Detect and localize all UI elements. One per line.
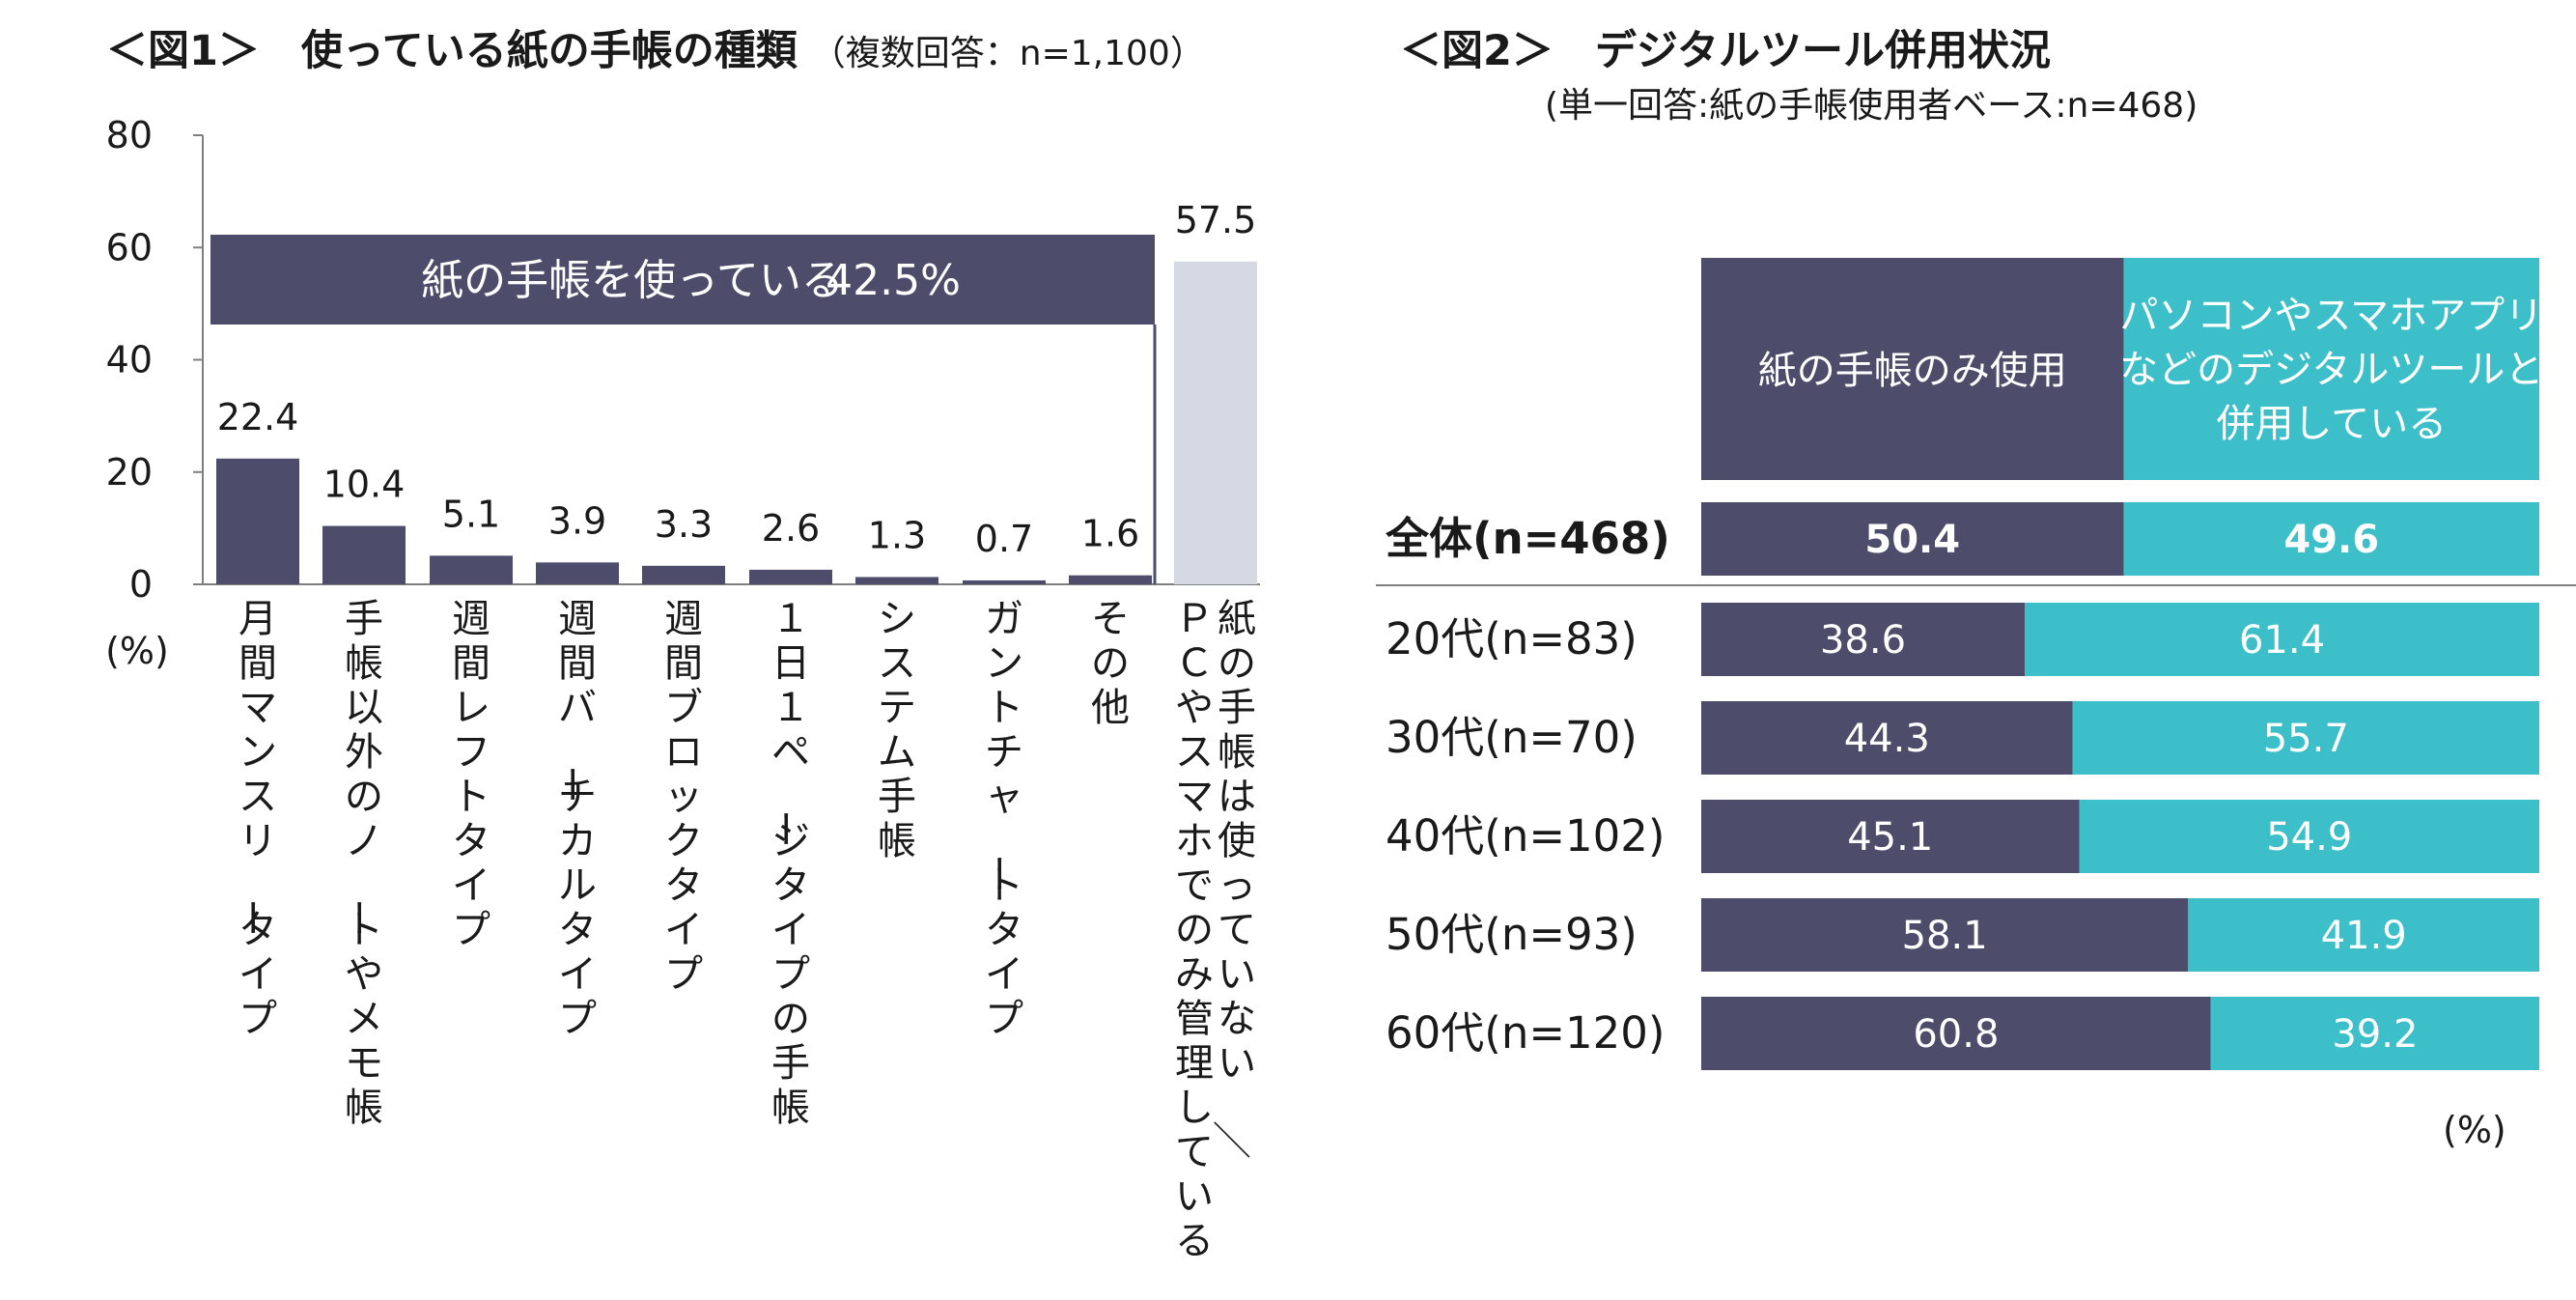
figure1-title-main: ＜図1＞ 使っている紙の手帳の種類	[106, 27, 798, 75]
bar-segment-digital-combined	[2123, 502, 2539, 576]
bar-value-label: 0.7	[975, 518, 1033, 560]
bar	[1174, 261, 1257, 584]
bar-value-label: 10.4	[323, 464, 406, 506]
category-label: 週間バーチカルタイプ	[548, 597, 597, 1041]
bar-value-label: 1.6	[1081, 513, 1139, 555]
bar	[216, 458, 299, 584]
bar-value-label: 55.7	[2263, 717, 2349, 761]
y-tick-label: 20	[106, 451, 153, 494]
figure1-title: ＜図1＞ 使っている紙の手帳の種類 （複数回答：n=1,100）	[106, 17, 1205, 77]
bar-value-label: 38.6	[1820, 618, 1906, 663]
row-label: 30代(n=70)	[1386, 712, 1638, 763]
bar-value-label: 1.3	[868, 514, 926, 556]
banner-text: 紙の手帳を使っている	[421, 256, 844, 305]
legend-label-paper-only: 紙の手帳のみ使用	[1758, 349, 2067, 393]
row-label: 40代(n=102)	[1386, 810, 1666, 862]
bar-segment-paper-only	[1701, 502, 2124, 576]
category-label: 週間ブロックタイプ	[664, 597, 703, 997]
legend-label-digital-combined: 併用している	[2216, 402, 2447, 446]
bar-segment-paper-only	[1701, 603, 2026, 676]
bar	[855, 577, 938, 584]
row-label: 50代(n=93)	[1386, 909, 1638, 960]
bar-segment-paper-only	[1701, 701, 2073, 775]
legend-label-digital-combined: パソコンやスマホアプリ	[2119, 294, 2543, 338]
bar-value-label: 3.3	[655, 503, 713, 546]
bar-segment-paper-only	[1701, 800, 2080, 873]
chart2-unit-label: (%)	[2443, 1109, 2506, 1151]
figure1-title-note: （複数回答：n=1,100）	[810, 34, 1205, 73]
category-label: ガントチャートタイプ	[975, 597, 1023, 1041]
banner-box	[210, 235, 1155, 325]
y-tick-label: 80	[106, 114, 153, 156]
bar-value-label: 58.1	[1902, 914, 1988, 958]
bar	[430, 555, 513, 584]
category-label: その他	[1091, 597, 1130, 730]
bar-value-label: 57.5	[1175, 199, 1257, 241]
legend-label-digital-combined: などのデジタルツールと	[2119, 348, 2543, 392]
bar-value-label: 2.6	[762, 507, 820, 550]
category-label: 手帳以外のノートやメモ帳	[335, 597, 383, 1130]
y-tick-label: 0	[129, 563, 153, 606]
legend-box-paper-only	[1701, 258, 2124, 480]
category-label: 月間マンスリータイプ	[229, 597, 277, 1041]
figure2-title: ＜図2＞ デジタルツール併用状況	[1400, 27, 2052, 75]
bar-segment-paper-only	[1701, 898, 2189, 972]
category-label: システム手帳	[878, 597, 916, 863]
category-label: １日１ページタイプの手帳	[762, 597, 810, 1130]
y-tick-label: 60	[106, 226, 153, 268]
unit-label: (%)	[105, 630, 169, 672]
bar-value-label: 41.9	[2321, 914, 2407, 958]
bar	[963, 579, 1046, 584]
bar-value-label: 3.9	[548, 499, 606, 542]
bar-value-label: 60.8	[1913, 1012, 1999, 1057]
bar-value-label: 49.6	[2283, 518, 2379, 562]
row-label: 20代(n=83)	[1386, 613, 1638, 664]
bar	[642, 565, 725, 584]
bar	[322, 525, 406, 584]
bar-value-label: 5.1	[442, 493, 500, 535]
category-label: 紙の手帳は使っていない／ＰＣやスマホでのみ管理している	[1175, 597, 1256, 1263]
bar-segment-digital-combined	[2072, 701, 2539, 775]
y-tick-label: 40	[106, 339, 153, 382]
bar-segment-digital-combined	[2210, 997, 2539, 1070]
bar-segment-digital-combined	[2188, 898, 2539, 972]
bar-segment-paper-only	[1701, 997, 2211, 1070]
bar-value-label: 39.2	[2332, 1012, 2418, 1057]
bar	[1069, 575, 1152, 584]
bar-value-label: 44.3	[1844, 717, 1930, 761]
bar-value-label: 50.4	[1864, 518, 1960, 562]
bar-segment-digital-combined	[2079, 800, 2539, 873]
bar	[749, 569, 832, 584]
category-label: 週間レフトタイプ	[452, 597, 490, 952]
legend-box-digital-combined	[2123, 258, 2539, 480]
bar-value-label: 61.4	[2239, 618, 2325, 663]
bar-value-label: 54.9	[2266, 815, 2352, 860]
bar-value-label: 45.1	[1847, 815, 1933, 860]
bar-segment-digital-combined	[2025, 603, 2539, 676]
row-label: 全体(n=468)	[1385, 513, 1670, 564]
bar-value-label: 22.4	[217, 396, 299, 438]
banner-value: 42.5%	[826, 256, 961, 305]
bar	[536, 562, 619, 584]
figure2-subtitle: (単一回答:紙の手帳使用者ベース:n=468)	[1545, 86, 2198, 126]
row-label: 60代(n=120)	[1386, 1007, 1666, 1059]
